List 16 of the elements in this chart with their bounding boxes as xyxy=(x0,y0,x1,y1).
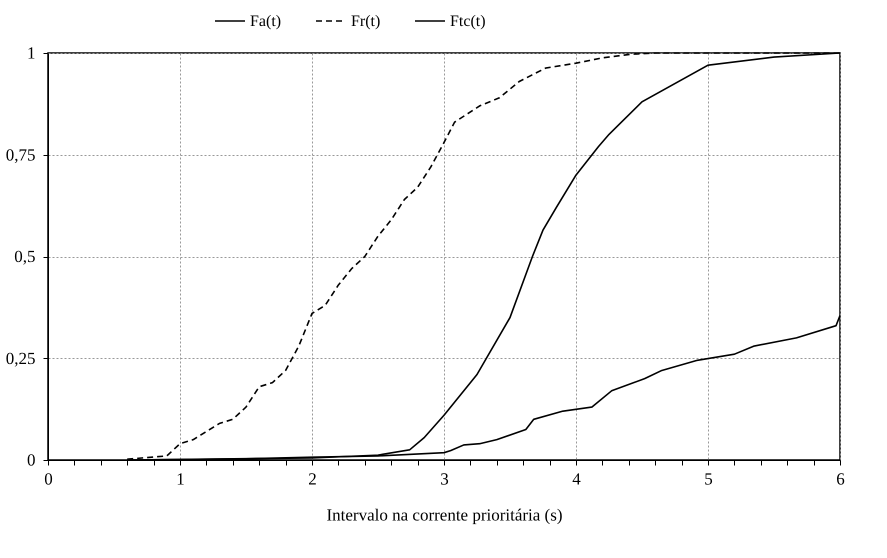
y-tick-label: 0,25 xyxy=(6,348,36,368)
x-tick-label: 0 xyxy=(44,470,53,488)
y-tick-label: 1 xyxy=(27,44,36,62)
x-axis-title: Intervalo na corrente prioritária (s) xyxy=(326,506,562,524)
x-tick-label: 4 xyxy=(572,470,582,488)
x-tick-label: 1 xyxy=(176,470,185,488)
legend-label: Fr(t) xyxy=(351,13,380,30)
legend-label: Fa(t) xyxy=(250,13,282,30)
legend-label: Ftc(t) xyxy=(450,13,486,30)
x-tick-label: 3 xyxy=(440,470,449,488)
x-tick-label: 6 xyxy=(836,470,845,488)
y-tick-label: 0,75 xyxy=(6,145,36,164)
x-tick-label: 2 xyxy=(308,470,317,488)
y-tick-label: 0,5 xyxy=(14,247,36,266)
y-tick-label: 0 xyxy=(27,450,36,470)
x-tick-label: 5 xyxy=(704,470,713,488)
